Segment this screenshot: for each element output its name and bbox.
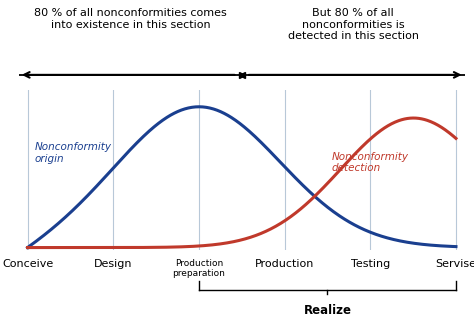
Text: Nonconformity
detection: Nonconformity detection bbox=[332, 152, 409, 173]
Text: 80 % of all nonconformities comes
into existence in this section: 80 % of all nonconformities comes into e… bbox=[34, 8, 227, 30]
Text: Realize: Realize bbox=[303, 304, 351, 317]
Text: Servise: Servise bbox=[436, 259, 474, 269]
Text: Nonconformity
origin: Nonconformity origin bbox=[35, 142, 111, 164]
Text: Testing: Testing bbox=[351, 259, 390, 269]
Text: Conceive: Conceive bbox=[2, 259, 53, 269]
Text: Production: Production bbox=[255, 259, 314, 269]
Text: But 80 % of all
nonconformities is
detected in this section: But 80 % of all nonconformities is detec… bbox=[288, 8, 419, 41]
Text: Design: Design bbox=[94, 259, 132, 269]
Text: Production
preparation: Production preparation bbox=[173, 259, 225, 278]
